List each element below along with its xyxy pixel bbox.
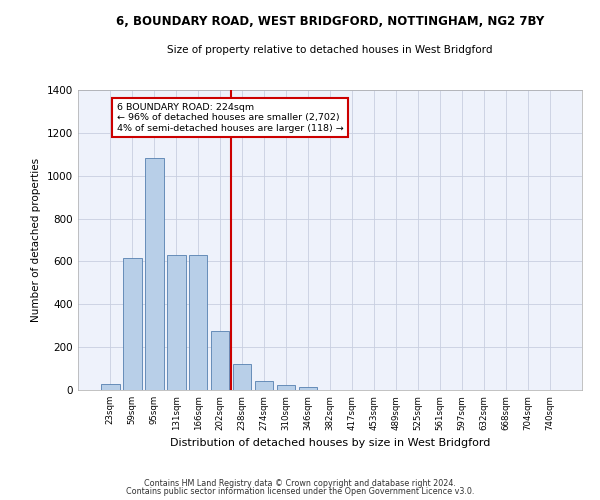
X-axis label: Distribution of detached houses by size in West Bridgford: Distribution of detached houses by size …	[170, 438, 490, 448]
Text: 6, BOUNDARY ROAD, WEST BRIDGFORD, NOTTINGHAM, NG2 7BY: 6, BOUNDARY ROAD, WEST BRIDGFORD, NOTTIN…	[116, 15, 544, 28]
Text: Contains public sector information licensed under the Open Government Licence v3: Contains public sector information licen…	[126, 487, 474, 496]
Bar	[211, 331, 229, 390]
Bar	[101, 384, 119, 390]
Bar	[233, 364, 251, 390]
Bar	[277, 384, 295, 390]
Text: 6 BOUNDARY ROAD: 224sqm
← 96% of detached houses are smaller (2,702)
4% of semi-: 6 BOUNDARY ROAD: 224sqm ← 96% of detache…	[117, 103, 344, 132]
Bar	[167, 255, 185, 390]
Bar	[145, 158, 164, 390]
Bar	[123, 258, 142, 390]
Bar	[255, 382, 274, 390]
Text: Contains HM Land Registry data © Crown copyright and database right 2024.: Contains HM Land Registry data © Crown c…	[144, 478, 456, 488]
Text: Size of property relative to detached houses in West Bridgford: Size of property relative to detached ho…	[167, 45, 493, 55]
Bar	[299, 387, 317, 390]
Bar	[189, 255, 208, 390]
Y-axis label: Number of detached properties: Number of detached properties	[31, 158, 41, 322]
